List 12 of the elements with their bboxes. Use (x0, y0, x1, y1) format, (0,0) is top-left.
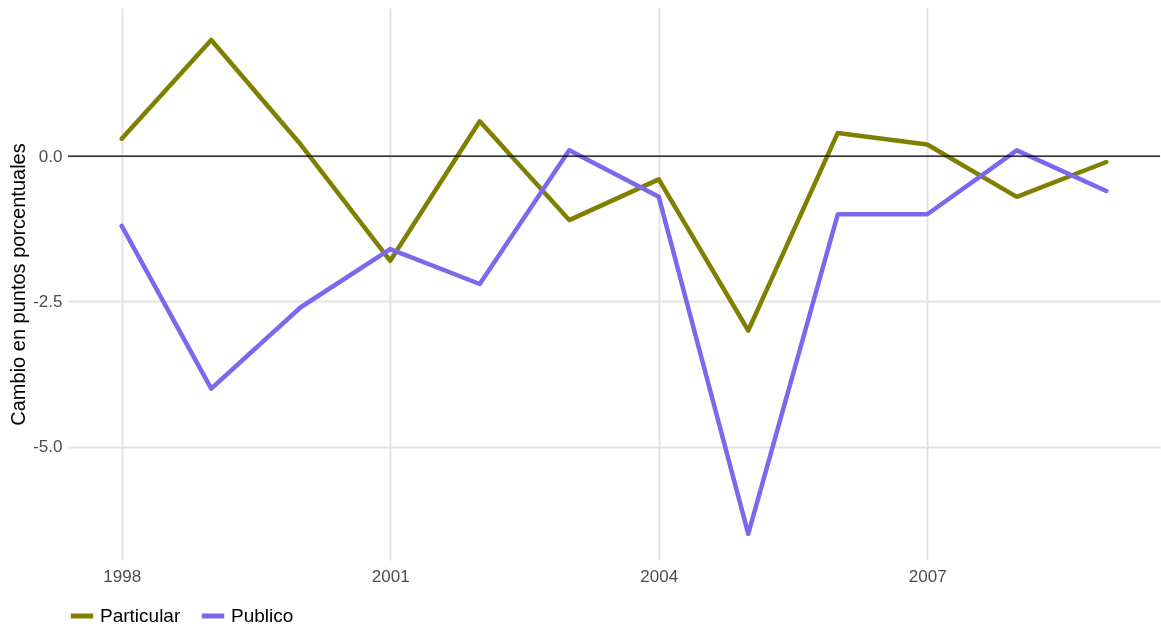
y-tick-label: 0.0 (38, 146, 63, 166)
legend-label: Publico (231, 605, 294, 626)
x-tick-label: 2007 (908, 566, 947, 586)
x-tick-label: 1998 (103, 566, 142, 586)
legend-label: Particular (100, 605, 181, 626)
x-tick-label: 2001 (371, 566, 410, 586)
line-series (119, 148, 1109, 537)
y-axis-title: Cambio en puntos porcentuales (7, 143, 30, 426)
x-tick-label: 2004 (640, 566, 679, 586)
y-tick-label: -5.0 (33, 437, 63, 457)
line-series (119, 37, 1109, 333)
y-tick-label: -2.5 (33, 291, 63, 311)
